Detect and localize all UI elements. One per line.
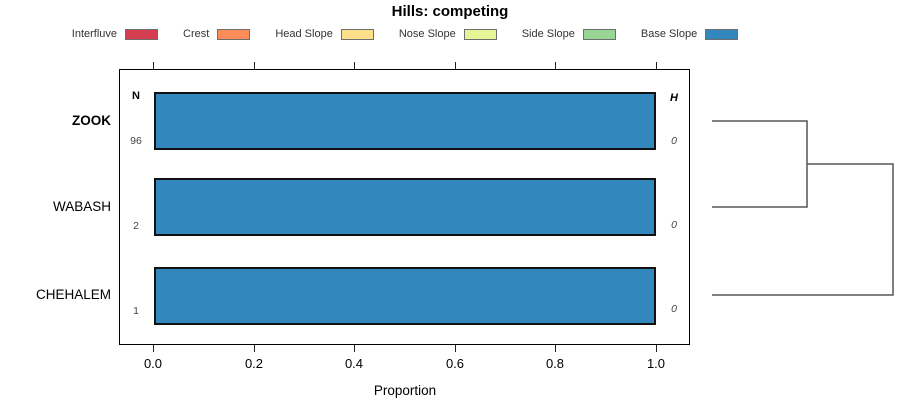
axis-tick — [554, 345, 556, 352]
axis-tick — [454, 345, 456, 352]
x-axis-title: Proportion — [373, 383, 437, 398]
dendrogram-branch-chehalem — [712, 163, 894, 296]
h-value: 0 — [671, 135, 677, 147]
bar-track — [154, 92, 656, 150]
legend-swatch-icon — [582, 28, 616, 40]
n-column-header: N — [132, 90, 140, 102]
legend-swatch-icon — [463, 28, 497, 40]
axis-tick — [353, 62, 355, 69]
legend-label: Head Slope — [275, 28, 333, 40]
legend-label: Interfluve — [71, 28, 118, 40]
category-label-zook: ZOOK — [72, 113, 111, 128]
legend-item: Head Slope — [275, 28, 374, 40]
legend-label: Side Slope — [521, 28, 575, 40]
axis-tick-label: 0.0 — [143, 356, 163, 371]
axis-tick — [655, 62, 657, 69]
axis-tick-label: 0.4 — [344, 356, 364, 371]
legend-item: Crest — [183, 28, 251, 40]
legend-swatch-icon — [705, 28, 739, 40]
axis-tick — [253, 62, 255, 69]
legend-label: Nose Slope — [398, 28, 456, 40]
axis-tick-label: 1.0 — [646, 356, 666, 371]
h-column-header: H — [670, 92, 678, 104]
bar-track — [154, 267, 656, 325]
axis-tick — [253, 345, 255, 352]
legend-item: Base Slope — [640, 28, 739, 40]
chart-title: Hills: competing — [391, 3, 509, 20]
legend-label: Crest — [183, 28, 210, 40]
plot-panel — [119, 69, 690, 345]
legend-label: Base Slope — [640, 28, 698, 40]
axis-tick — [554, 62, 556, 69]
legend-swatch-icon — [217, 28, 251, 40]
n-value: 2 — [133, 220, 139, 232]
bar-chehalem-base-slope — [154, 267, 656, 325]
axis-tick — [353, 345, 355, 352]
n-value: 1 — [133, 305, 139, 317]
legend-item: Nose Slope — [399, 28, 497, 40]
category-label-wabash: WABASH — [52, 199, 111, 214]
axis-tick — [655, 345, 657, 352]
axis-tick-label: 0.8 — [545, 356, 565, 371]
legend-swatch-icon — [125, 28, 159, 40]
axis-tick — [454, 62, 456, 69]
legend-item: Side Slope — [522, 28, 616, 40]
category-label-chehalem: CHEHALEM — [35, 287, 111, 302]
bar-zook-base-slope — [154, 92, 656, 150]
axis-tick-label: 0.2 — [244, 356, 264, 371]
n-value: 96 — [130, 135, 142, 147]
legend: Interfluve Crest Head Slope Nose Slope S… — [0, 28, 810, 40]
dendrogram-branch-zook-wabash — [712, 120, 808, 208]
h-value: 0 — [671, 219, 677, 231]
bar-track — [154, 178, 656, 236]
legend-item: Interfluve — [71, 28, 159, 40]
legend-swatch-icon — [340, 28, 374, 40]
axis-tick-label: 0.6 — [445, 356, 465, 371]
bar-wabash-base-slope — [154, 178, 656, 236]
h-value: 0 — [671, 303, 677, 315]
axis-tick — [152, 345, 154, 352]
axis-tick — [152, 62, 154, 69]
